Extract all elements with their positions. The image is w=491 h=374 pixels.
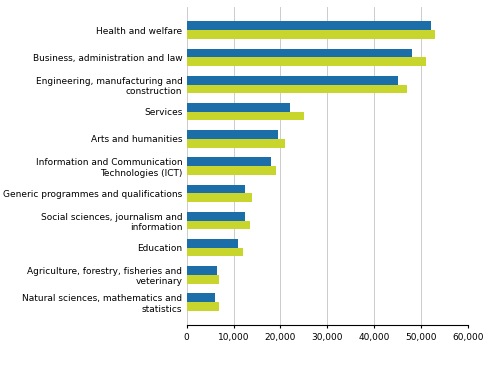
Bar <box>187 85 407 93</box>
Bar <box>187 294 215 302</box>
Bar <box>187 266 217 275</box>
Bar <box>187 112 304 120</box>
Bar <box>187 221 250 229</box>
Bar <box>187 212 246 221</box>
Bar <box>187 103 290 112</box>
Bar <box>187 275 219 284</box>
Bar <box>187 49 412 57</box>
Bar <box>187 21 431 30</box>
Bar <box>187 193 252 202</box>
Bar <box>187 130 278 139</box>
Bar <box>187 302 219 311</box>
Bar <box>187 57 426 66</box>
Bar <box>187 139 285 148</box>
Bar <box>187 30 436 39</box>
Bar <box>187 248 243 257</box>
Bar <box>187 166 276 175</box>
Legend: 2019, 2020: 2019, 2020 <box>285 372 398 374</box>
Bar <box>187 157 271 166</box>
Bar <box>187 239 238 248</box>
Bar <box>187 185 246 193</box>
Bar <box>187 76 398 85</box>
